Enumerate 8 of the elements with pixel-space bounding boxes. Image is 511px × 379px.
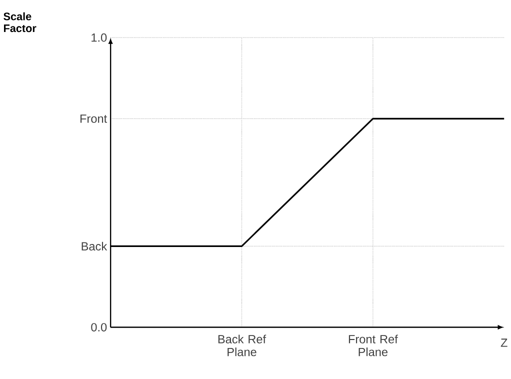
y-axis-title: Scale Factor (4, 12, 36, 32)
x-tick-label: Back Ref Plane (218, 334, 266, 356)
y-tick-label: Back (82, 242, 108, 251)
x-tick-label: Front Ref Plane (348, 334, 398, 356)
x-axis-title: Z (500, 338, 508, 347)
y-tick-label: Front (80, 114, 108, 123)
y-tick-label: 1.0 (92, 34, 107, 42)
y-tick-label: 0.0 (91, 323, 107, 332)
